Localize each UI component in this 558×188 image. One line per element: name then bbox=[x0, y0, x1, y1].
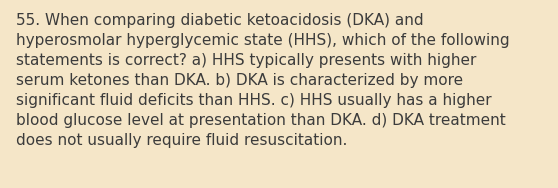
Text: 55. When comparing diabetic ketoacidosis (DKA) and
hyperosmolar hyperglycemic st: 55. When comparing diabetic ketoacidosis… bbox=[16, 13, 509, 148]
